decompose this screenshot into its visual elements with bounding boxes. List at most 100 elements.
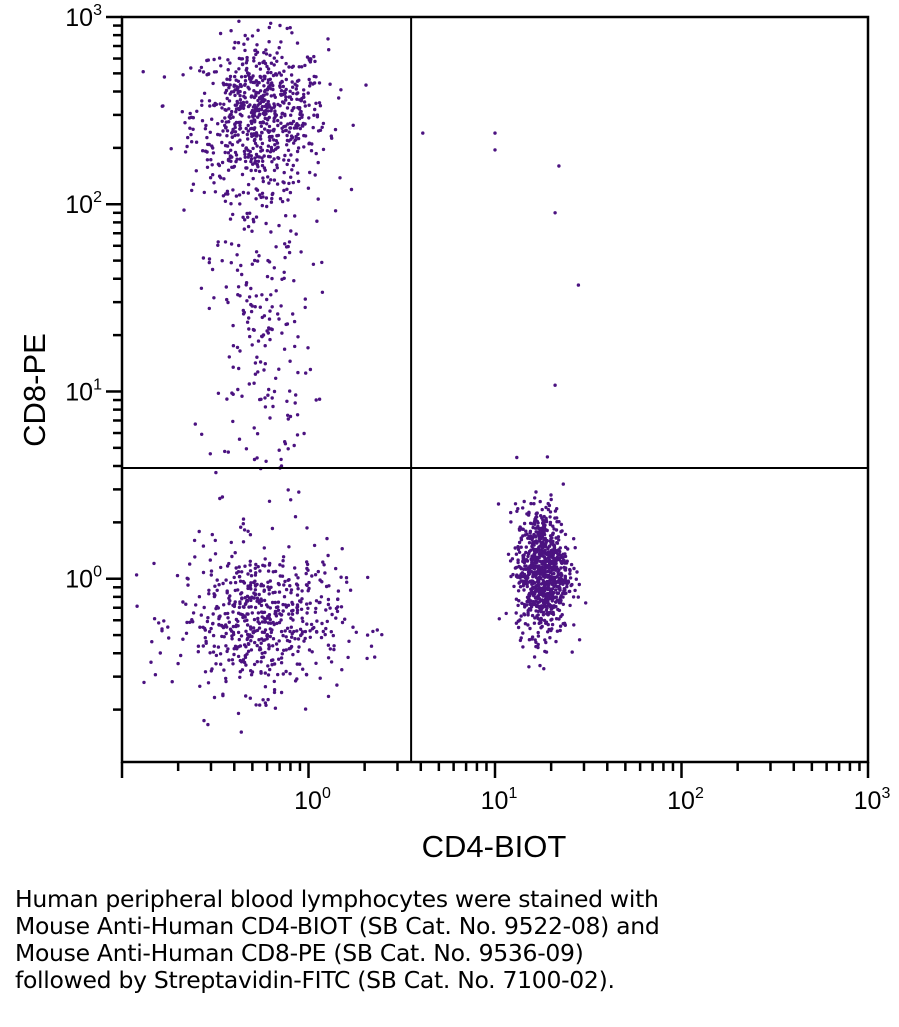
data-point (285, 626, 290, 630)
data-point (338, 176, 342, 180)
data-point (247, 316, 251, 320)
data-point (244, 68, 248, 72)
data-point (317, 81, 322, 85)
data-point (258, 67, 263, 71)
data-point (233, 551, 237, 555)
data-point (252, 95, 257, 100)
data-point (536, 616, 540, 621)
data-point (340, 547, 344, 551)
data-point (201, 570, 206, 575)
data-point (296, 335, 300, 339)
data-point (209, 626, 213, 631)
data-point (248, 696, 252, 700)
data-point (240, 597, 244, 601)
data-point (270, 628, 274, 632)
data-point (375, 628, 379, 632)
data-point (317, 397, 322, 401)
data-point (532, 655, 537, 659)
data-point (270, 82, 274, 86)
data-point (531, 602, 535, 607)
data-point (258, 134, 262, 138)
data-point (199, 286, 204, 290)
data-point (518, 618, 522, 622)
data-point (250, 596, 254, 600)
data-point (253, 258, 257, 263)
data-point (496, 502, 501, 506)
data-point (313, 59, 317, 64)
data-point (551, 524, 555, 528)
data-point (558, 628, 562, 633)
data-point (547, 503, 552, 508)
data-point (260, 156, 264, 160)
data-point (232, 632, 236, 637)
data-point (232, 575, 236, 580)
data-point (305, 602, 309, 606)
data-point (555, 507, 559, 511)
data-point (543, 638, 547, 642)
data-point (289, 616, 293, 620)
data-point (543, 585, 547, 589)
data-point (234, 110, 238, 114)
data-point (291, 652, 295, 657)
data-point (536, 566, 540, 570)
data-point (238, 98, 243, 102)
data-point (243, 91, 247, 95)
data-point (262, 113, 267, 117)
data-point (240, 62, 245, 67)
data-point (253, 640, 257, 645)
data-point (232, 46, 236, 50)
data-point (207, 588, 211, 592)
data-point (237, 575, 242, 579)
data-point (573, 546, 577, 550)
data-point (227, 620, 231, 624)
data-point (265, 329, 269, 333)
data-point (244, 447, 249, 451)
data-point (307, 580, 311, 585)
data-point (283, 91, 287, 95)
data-point (198, 69, 202, 73)
data-point (335, 683, 339, 687)
data-point (281, 555, 286, 559)
data-point (539, 566, 544, 570)
data-point (519, 614, 523, 618)
data-point (568, 572, 572, 576)
data-point (233, 588, 237, 593)
data-point (223, 612, 227, 616)
data-point (255, 599, 259, 603)
data-point (542, 580, 546, 584)
data-point (229, 540, 233, 545)
data-point (252, 132, 256, 136)
data-point (263, 396, 267, 400)
data-point (281, 559, 285, 563)
data-point (563, 552, 567, 556)
data-point (526, 536, 530, 540)
data-point (545, 528, 549, 533)
data-point (275, 182, 280, 186)
data-point (292, 141, 296, 145)
data-point (555, 584, 559, 589)
data-point (305, 560, 309, 564)
data-point (548, 596, 553, 601)
data-point (312, 113, 316, 117)
data-point (265, 637, 269, 641)
data-point (298, 98, 302, 102)
data-point (242, 227, 246, 231)
data-point (555, 516, 559, 520)
data-point (240, 57, 245, 61)
data-point (284, 587, 289, 592)
data-point (223, 150, 227, 155)
data-point (246, 123, 250, 128)
data-point (297, 107, 302, 111)
data-point (542, 523, 546, 527)
data-point (201, 544, 206, 548)
data-point (262, 84, 266, 88)
data-point (214, 653, 219, 658)
data-point (259, 610, 264, 614)
data-point (259, 603, 264, 608)
data-point (290, 31, 294, 35)
data-point (185, 620, 189, 625)
caption-line: Mouse Anti-Human CD8-PE (SB Cat. No. 953… (15, 939, 584, 967)
data-point (572, 623, 576, 627)
data-point (268, 634, 272, 639)
data-point (278, 85, 282, 90)
